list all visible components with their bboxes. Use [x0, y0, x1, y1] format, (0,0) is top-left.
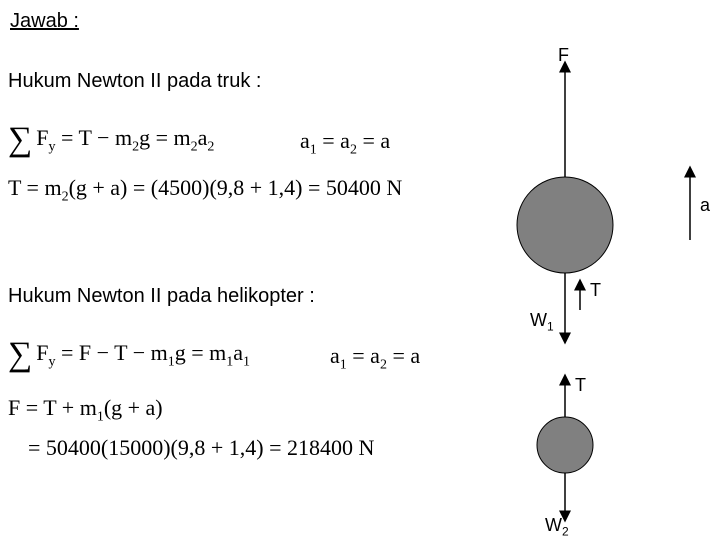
eq-text: (g + a): [104, 395, 163, 420]
eq-text: g = m: [175, 340, 227, 365]
eq-sub: y: [49, 354, 56, 369]
eq-heli-sum: ∑Fy = F − T − m1g = m1a1: [8, 340, 250, 370]
eq-text: a: [300, 128, 310, 153]
label-text: W: [530, 310, 547, 330]
eq-text: = a: [347, 343, 380, 368]
section-helicopter: Hukum Newton II pada helikopter :: [8, 285, 315, 308]
eq-text: a: [330, 343, 340, 368]
eq-text: = T − m: [56, 125, 133, 150]
eq-text: (g + a) = (4500)(9,8 + 1,4) = 50400 N: [69, 175, 403, 200]
eq-text: = a: [357, 128, 390, 153]
eq-text: F: [36, 125, 48, 150]
eq-sub: 2: [380, 357, 387, 372]
eq-sub: 1: [168, 354, 175, 369]
eq-heli-F: F = T + m1(g + a): [8, 395, 163, 425]
helicopter-circle: [517, 177, 613, 273]
label-T2: T: [575, 375, 586, 396]
eq-text: a: [233, 340, 243, 365]
eq-truck-result: T = m2(g + a) = (4500)(9,8 + 1,4) = 5040…: [8, 175, 402, 205]
eq-heli-accel: a1 = a2 = a: [330, 343, 420, 373]
eq-text: F: [36, 340, 48, 365]
label-text: W: [545, 515, 562, 535]
eq-sub: 1: [97, 409, 104, 424]
eq-heli-result: = 50400(15000)(9,8 + 1,4) = 218400 N: [28, 435, 374, 461]
eq-text: g = m: [139, 125, 191, 150]
eq-text: a: [198, 125, 208, 150]
eq-text: = F − T − m: [56, 340, 168, 365]
eq-text: F = T + m: [8, 395, 97, 420]
eq-sub: 1: [310, 142, 317, 157]
eq-text: = a: [317, 128, 350, 153]
label-W2: W2: [545, 515, 569, 539]
eq-sub: 2: [62, 189, 69, 204]
label-T1: T: [590, 280, 601, 301]
eq-sub: 1: [243, 354, 250, 369]
truck-circle: [537, 417, 593, 473]
eq-sub: 1: [340, 357, 347, 372]
eq-sub: y: [49, 139, 56, 154]
label-sub: 1: [547, 320, 554, 334]
section-truck: Hukum Newton II pada truk :: [8, 70, 261, 93]
eq-text: T = m: [8, 175, 62, 200]
eq-sub: 2: [207, 139, 214, 154]
eq-sub: 2: [191, 139, 198, 154]
eq-truck-accel: a1 = a2 = a: [300, 128, 390, 158]
label-F: F: [558, 45, 569, 66]
label-W1: W1: [530, 310, 554, 334]
answer-title: Jawab :: [10, 10, 79, 33]
eq-sub: 2: [350, 142, 357, 157]
label-sub: 2: [562, 525, 569, 539]
label-a: a: [700, 195, 710, 216]
eq-text: = a: [387, 343, 420, 368]
eq-truck-sum: ∑Fy = T − m2g = m2a2: [8, 125, 214, 155]
